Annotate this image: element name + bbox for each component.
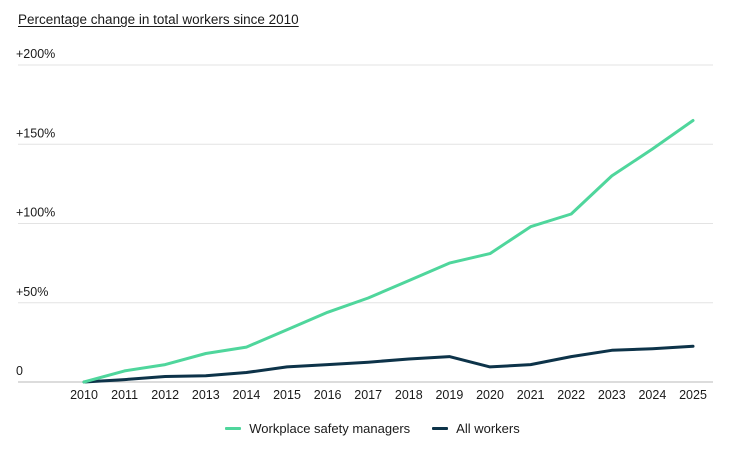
x-tick-label: 2014 [232, 388, 260, 402]
series-line-all-workers [82, 344, 695, 384]
y-tick-label: 0 [16, 364, 23, 378]
x-tick-label: 2023 [598, 388, 626, 402]
y-axis-tick-labels: 0 +50% +100% +150% +200% [16, 47, 55, 378]
y-tick-label: +50% [16, 285, 48, 299]
legend-label-all-workers: All workers [456, 421, 520, 436]
grid-lines [18, 64, 713, 383]
x-tick-label: 2016 [314, 388, 342, 402]
legend-swatch-all-workers [432, 427, 449, 430]
legend-item-all-workers: All workers [432, 421, 520, 436]
x-tick-label: 2022 [557, 388, 585, 402]
x-tick-label: 2015 [273, 388, 301, 402]
y-tick-label: +100% [16, 206, 55, 220]
x-tick-label: 2025 [679, 388, 707, 402]
x-tick-label: 2024 [638, 388, 666, 402]
x-tick-label: 2020 [476, 388, 504, 402]
legend-swatch-safety-managers [225, 427, 242, 430]
x-tick-label: 2017 [354, 388, 382, 402]
x-tick-label: 2019 [435, 388, 463, 402]
x-tick-label: 2012 [151, 388, 179, 402]
x-tick-label: 2011 [111, 388, 138, 402]
x-tick-label: 2010 [70, 388, 98, 402]
chart-title: Percentage change in total workers since… [18, 12, 299, 27]
y-tick-label: +200% [16, 47, 55, 61]
series-line-safety-managers [82, 119, 695, 384]
x-tick-label: 2013 [192, 388, 220, 402]
legend-label-safety-managers: Workplace safety managers [249, 421, 411, 436]
x-tick-label: 2021 [517, 388, 545, 402]
y-tick-label: +150% [16, 126, 55, 140]
legend: Workplace safety managers All workers [0, 421, 745, 436]
series-lines [82, 119, 695, 384]
legend-item-safety-managers: Workplace safety managers [225, 421, 410, 436]
x-tick-label: 2018 [395, 388, 423, 402]
x-axis-tick-labels: 2010 2011 2012 2013 2014 2015 2016 2017 2018 2019… [70, 388, 707, 402]
